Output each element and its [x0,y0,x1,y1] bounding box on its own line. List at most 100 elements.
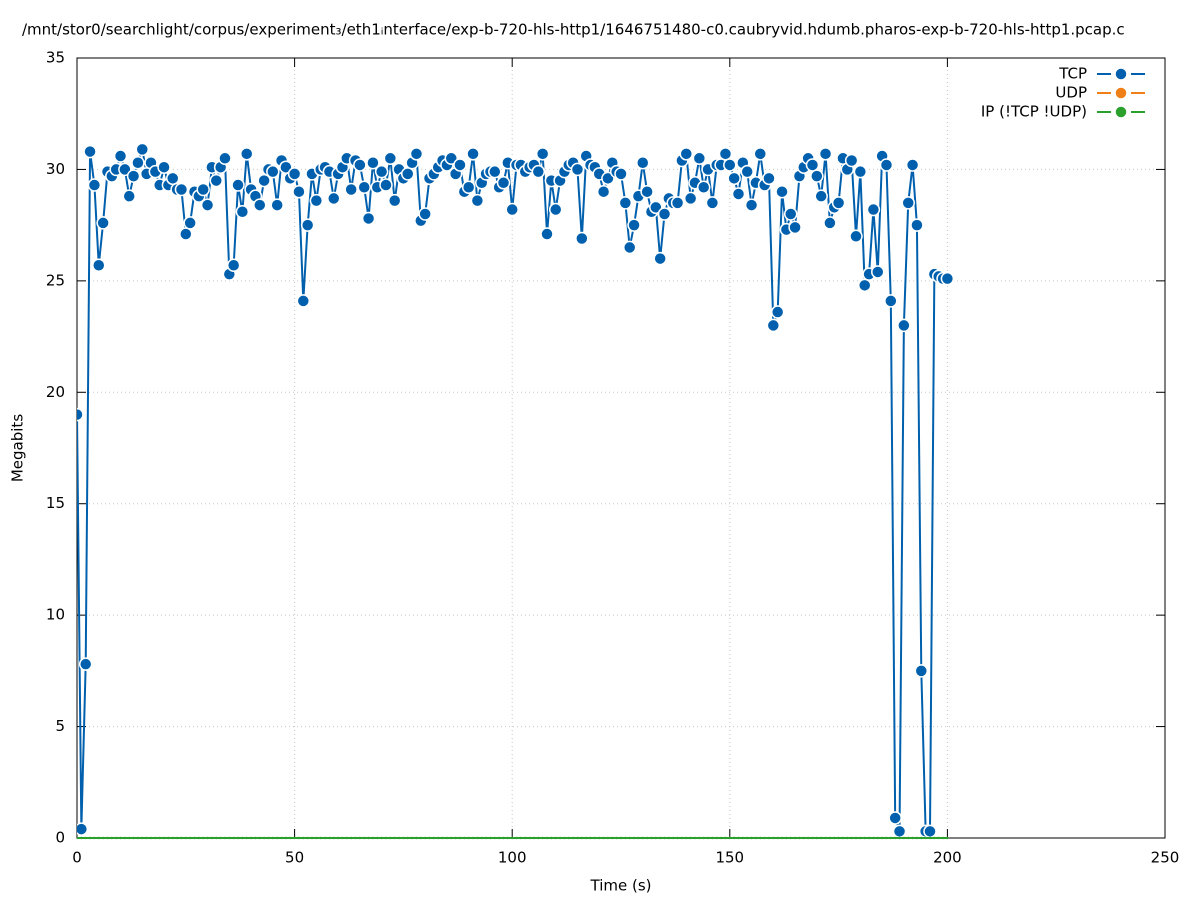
data-point [744,198,759,212]
data-point [667,836,671,840]
data-point [502,836,505,840]
data-point [576,836,579,840]
data-point [540,227,554,241]
data-point [618,196,633,210]
data-point [823,216,837,230]
data-point [741,836,745,840]
data-point [776,836,779,840]
data-point [254,836,257,840]
data-point [723,158,737,172]
data-point [415,836,418,840]
data-point [815,836,819,840]
data-point [262,836,266,840]
data-point [410,836,414,840]
y-tick-label: 30 [46,160,65,178]
legend-label: IP (!TCP !UDP) [981,103,1087,121]
data-point [601,171,615,186]
y-axis-label: Megabits [9,414,27,482]
data-point [880,836,884,840]
data-point [650,836,653,840]
data-point [831,196,846,210]
data-point [907,836,910,840]
data-point [727,171,741,186]
data-point [763,836,766,840]
chart-title: /mnt/stor0/searchlight/corpus/experiment… [22,21,1125,39]
data-point [397,836,401,840]
data-point [810,169,824,183]
data-point [505,202,519,217]
data-point [367,836,370,840]
data-point [876,836,879,840]
data-point [466,147,480,161]
data-point [119,836,122,840]
data-point [946,836,949,840]
x-tick-label: 200 [933,849,962,867]
data-point [101,836,105,840]
data-point [319,836,322,840]
series [77,836,949,840]
data-point [511,836,514,840]
data-point [345,836,349,840]
legend-swatch-point [1114,105,1128,119]
data-point [937,836,940,840]
data-point [940,271,955,286]
data-point [628,836,631,840]
data-point [637,836,640,840]
data-point [850,836,853,840]
data-point [892,824,907,839]
data-point [253,198,267,212]
data-point [354,836,357,840]
data-point [863,836,866,840]
data-point [366,155,380,170]
data-point [789,836,792,840]
data-point [519,836,523,840]
data-point [570,162,585,177]
x-tick-label: 150 [715,849,744,867]
data-point [928,836,932,840]
data-point [141,836,144,840]
data-point [911,836,914,840]
data-point [136,836,140,840]
data-point [766,318,781,333]
data-point [174,182,189,197]
data-point [480,836,483,840]
data-point [387,193,402,208]
data-point [535,147,550,161]
data-point [632,836,636,840]
data-point [406,836,409,840]
data-point [266,164,280,179]
data-point [80,836,83,840]
data-point [841,836,845,840]
data-point [676,836,679,840]
data-point [624,836,627,840]
data-point [715,836,718,840]
y-tick-label: 0 [55,829,65,847]
data-point [746,836,749,840]
data-point [284,836,288,840]
legend-label: TCP [1058,65,1087,83]
data-point [780,836,784,840]
data-point [531,164,546,179]
data-point [113,149,128,163]
data-point [267,836,270,840]
data-point [419,836,423,840]
data-point [149,836,153,840]
data-point [750,836,753,840]
data-point [232,836,235,840]
data-point [219,836,222,840]
x-tick-label: 100 [498,849,527,867]
data-point [300,218,315,232]
data-point [657,207,672,221]
data-point [702,836,705,840]
data-point [867,836,871,840]
data-point [323,836,327,840]
data-point [228,836,231,840]
data-point [545,836,549,840]
data-point [428,836,431,840]
data-point [357,180,371,195]
data-point [418,207,432,221]
data-point [471,836,475,840]
data-point [271,836,275,840]
data-point [548,202,563,217]
data-point [693,836,697,840]
